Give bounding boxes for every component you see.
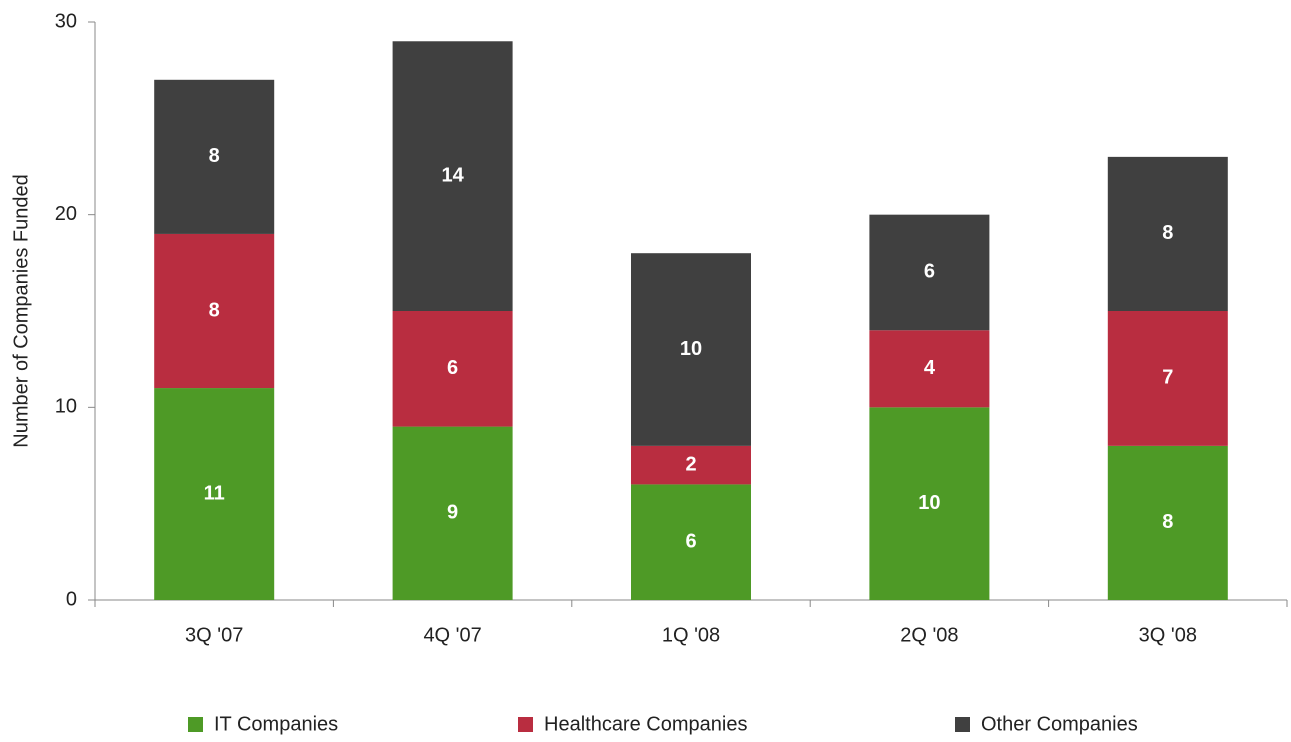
- x-tick-label: 1Q '08: [662, 624, 720, 646]
- data-label: 6: [447, 357, 458, 379]
- legend-label: IT Companies: [214, 713, 338, 735]
- bar-segment: [392, 426, 513, 600]
- x-tick-label: 3Q '07: [185, 624, 243, 646]
- bar-segment: [631, 445, 751, 485]
- bar-segment: [392, 311, 513, 427]
- data-label: 10: [918, 492, 940, 514]
- data-label: 4: [924, 357, 936, 379]
- bar-segment: [154, 233, 275, 389]
- bar-segment: [154, 388, 275, 600]
- y-axis-label: Number of Companies Funded: [10, 174, 32, 447]
- legend-swatch: [955, 717, 970, 732]
- data-label: 2: [685, 453, 696, 475]
- y-tick-label: 0: [66, 588, 77, 610]
- data-label: 8: [209, 145, 220, 167]
- bar-segment: [1107, 156, 1228, 311]
- y-tick-label: 10: [55, 396, 77, 418]
- legend-label: Healthcare Companies: [544, 713, 747, 735]
- y-tick-label: 30: [55, 10, 77, 32]
- bar-segment: [869, 407, 990, 600]
- data-label: 9: [447, 502, 458, 524]
- data-label: 8: [209, 299, 220, 321]
- y-tick-label: 20: [55, 203, 77, 225]
- bar-segment: [631, 484, 751, 600]
- data-label: 6: [924, 261, 935, 283]
- data-label: 8: [1162, 511, 1173, 533]
- data-label: 8: [1162, 222, 1173, 244]
- bar-segment: [869, 214, 990, 331]
- bar-segment: [154, 79, 275, 234]
- bar-segment: [1107, 445, 1228, 600]
- x-tick-label: 4Q '07: [423, 624, 481, 646]
- legend-swatch: [188, 717, 203, 732]
- data-label: 10: [680, 338, 702, 360]
- bar-segment: [869, 330, 990, 408]
- legend-label: Other Companies: [981, 713, 1138, 735]
- data-label: 14: [441, 164, 464, 186]
- x-tick-label: 2Q '08: [900, 624, 958, 646]
- x-tick-label: 3Q '08: [1139, 624, 1197, 646]
- bar-segment: [1107, 311, 1228, 446]
- data-label: 11: [204, 482, 225, 504]
- data-label: 6: [685, 530, 696, 552]
- data-label: 7: [1162, 367, 1173, 389]
- bar-segment: [631, 253, 751, 446]
- legend-swatch: [518, 717, 533, 732]
- bar-segment: [392, 41, 513, 312]
